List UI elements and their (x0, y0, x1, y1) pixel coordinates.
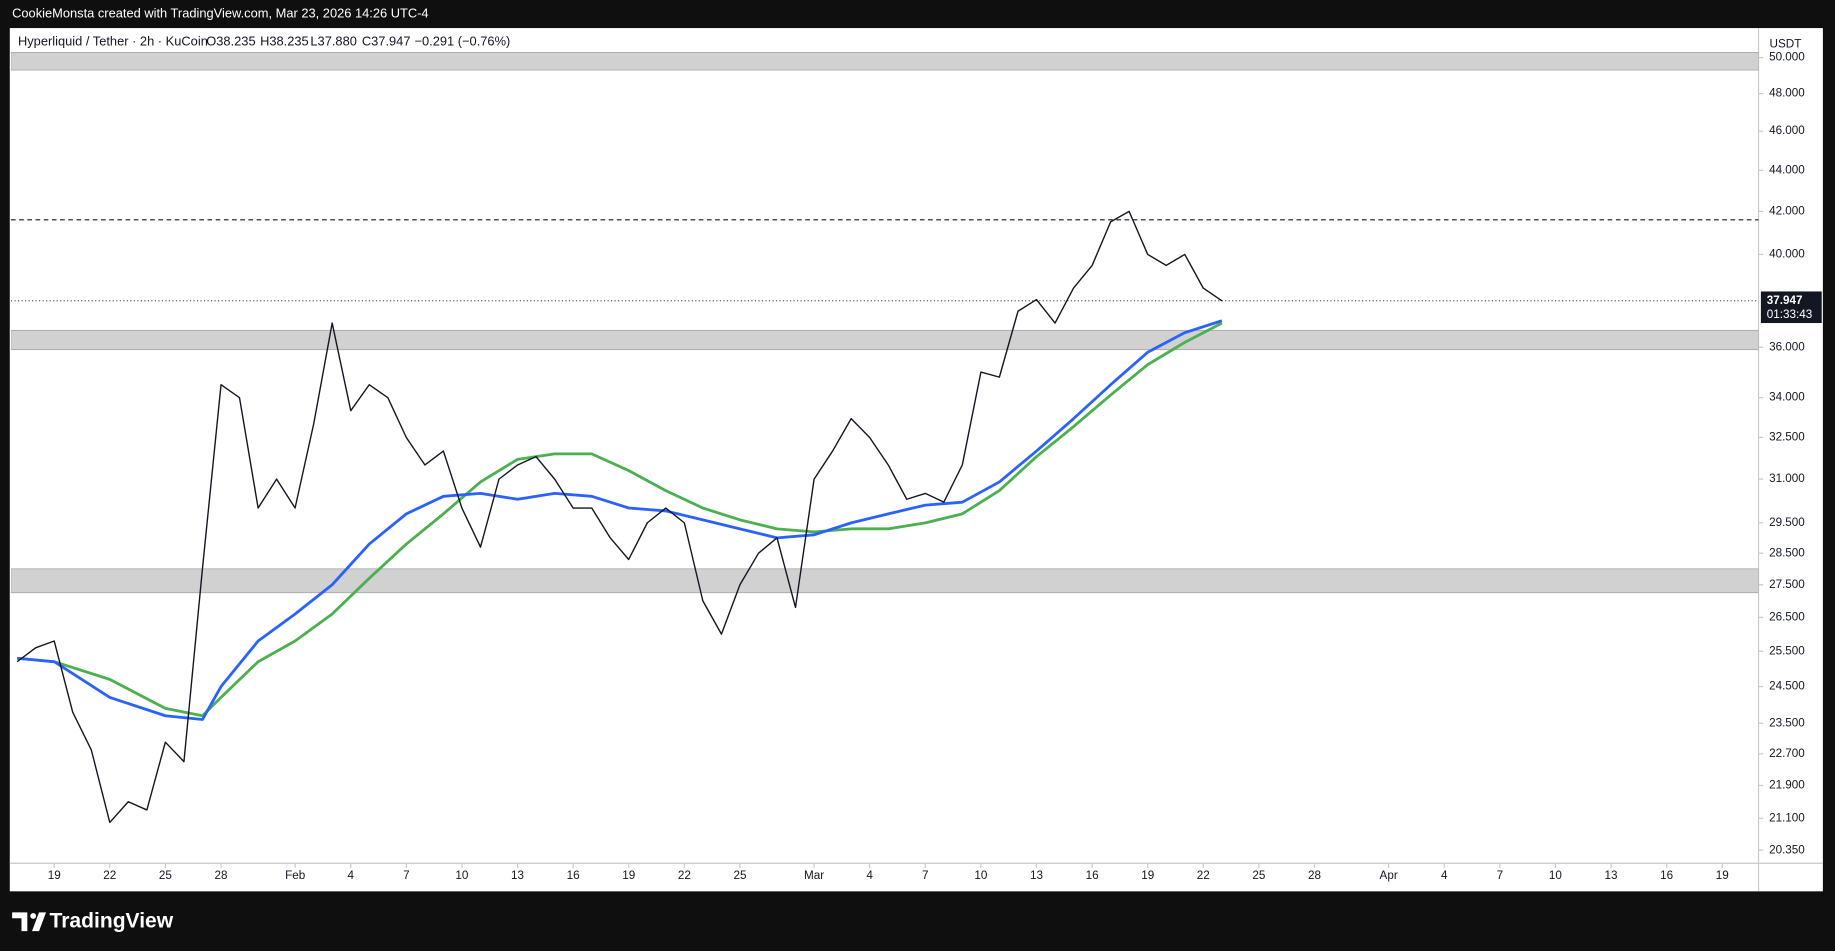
ohlc-low: L37.880 (310, 34, 356, 49)
x-tick-label: Feb (285, 869, 306, 882)
x-tick-label: 25 (733, 869, 747, 882)
x-tick-label: 7 (922, 869, 929, 882)
y-tick-label: 23.500 (1769, 716, 1805, 729)
last-price-box (1760, 291, 1822, 324)
x-tick-label: 25 (1252, 869, 1266, 882)
logo-text[interactable]: TradingView (50, 909, 174, 932)
chart-panel (9, 28, 1823, 892)
x-tick-label: 22 (678, 869, 691, 882)
y-tick-label: 25.500 (1769, 644, 1805, 657)
x-tick-label: 28 (1308, 869, 1321, 882)
x-tick-label: 7 (1497, 869, 1504, 882)
zone (10, 329, 1759, 351)
x-tick-label: 25 (159, 869, 173, 882)
y-tick-label: 31.000 (1769, 472, 1805, 485)
series-line (17, 321, 1223, 718)
y-tick-label: 21.900 (1769, 779, 1805, 792)
x-tick-label: 19 (622, 869, 635, 882)
y-tick-label: 44.000 (1769, 163, 1805, 176)
y-tick-label: 36.000 (1769, 340, 1805, 353)
x-tick-label: 13 (1030, 869, 1043, 882)
x-tick-label: 16 (1660, 869, 1673, 882)
x-tick-label: 10 (974, 869, 988, 882)
ohlc-close: C37.947 (362, 34, 411, 49)
x-tick-label: 16 (1086, 869, 1099, 882)
y-tick-label: 21.100 (1769, 811, 1805, 824)
zone (10, 52, 1759, 71)
change: −0.291 (−0.76%) (415, 34, 511, 49)
y-tick-label: 40.000 (1769, 247, 1805, 260)
y-tick-label: 24.500 (1769, 680, 1805, 693)
x-tick-label: 16 (567, 869, 580, 882)
x-tick-label: 13 (1605, 869, 1618, 882)
x-tick-label: 22 (103, 869, 116, 882)
x-tick-label: 19 (48, 869, 61, 882)
x-tick-label: 19 (1716, 869, 1729, 882)
y-tick-label: 22.700 (1769, 747, 1805, 760)
y-tick-label: 27.500 (1769, 578, 1805, 591)
series-line (17, 319, 1223, 721)
zone (10, 568, 1759, 594)
y-tick-label: 48.000 (1769, 87, 1805, 100)
currency: USDT (1770, 38, 1802, 51)
x-tick-label: Apr (1380, 869, 1398, 882)
x-tick-label: 22 (1197, 869, 1210, 882)
x-tick-label: Mar (804, 869, 824, 882)
y-tick-label: 42.000 (1769, 204, 1805, 217)
x-tick-label: 13 (511, 869, 524, 882)
x-tick-label: 4 (866, 869, 873, 882)
x-tick-label: 10 (455, 869, 469, 882)
x-tick-label: 7 (403, 869, 410, 882)
x-tick-label: 4 (1441, 869, 1448, 882)
x-tick-label: 19 (1141, 869, 1154, 882)
last-price-label: 37.947 (1767, 294, 1803, 307)
logo-mark (12, 912, 47, 932)
logo-dot (30, 912, 37, 919)
y-tick-label: 46.000 (1769, 124, 1805, 137)
y-tick-label: 28.500 (1769, 546, 1805, 559)
y-tick-label: 34.000 (1769, 391, 1805, 404)
series-line (16, 210, 1223, 824)
ohlc-open: O38.235 (206, 34, 255, 49)
chart-title: Hyperliquid / Tether · 2h · KuCoin (18, 34, 208, 49)
ohlc-high: H38.235 (260, 34, 309, 49)
y-tick-label: 50.000 (1769, 51, 1805, 64)
x-tick-label: 10 (1549, 869, 1563, 882)
countdown: 01:33:43 (1767, 308, 1813, 321)
plot (10, 52, 1759, 824)
y-tick-label: 32.500 (1769, 431, 1805, 444)
watermark: CookieMonsta created with TradingView.co… (12, 5, 428, 20)
x-tick-label: 28 (214, 869, 227, 882)
x-tick-label: 4 (347, 869, 354, 882)
y-tick-label: 26.500 (1769, 610, 1805, 623)
y-tick-label: 29.500 (1769, 516, 1805, 529)
logo-icon (12, 912, 47, 932)
y-tick-label: 20.350 (1769, 843, 1805, 856)
